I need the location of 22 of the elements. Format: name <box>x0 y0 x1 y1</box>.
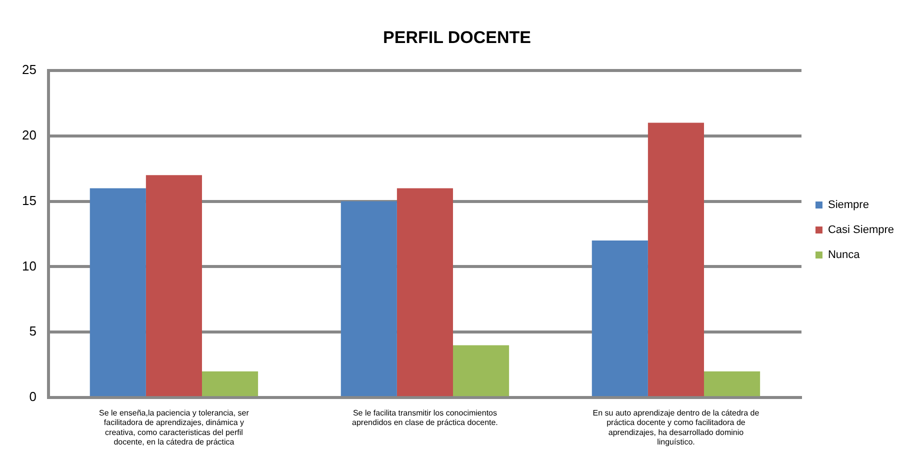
bar <box>146 175 202 396</box>
y-tick-label: 20 <box>22 127 36 142</box>
y-tick-label: 15 <box>22 192 36 208</box>
bar <box>648 122 704 396</box>
legend-label: Siempre <box>828 199 869 212</box>
bar <box>396 188 453 396</box>
legend-label: Nunca <box>828 249 861 262</box>
bar <box>453 345 510 396</box>
bar <box>202 371 258 396</box>
x-tick-label: Se le facilita transmitir los conocimientos aprendidos en clase de práctica docente. <box>352 408 498 428</box>
bar <box>592 240 648 396</box>
x-tick-label: Se le enseña,la paciencia y tolerancia, ser facilitadora de aprendizajes, dinámica y creativa, como caracteristicas del perfil docente, en la cátedra de práctica <box>99 408 250 446</box>
y-tick-label: 5 <box>29 324 36 339</box>
chart-title: PERFIL DOCENTE <box>383 28 531 47</box>
legend-label: Casi Siempre <box>828 224 894 236</box>
y-tick-label: 0 <box>29 389 36 404</box>
y-tick-label: 25 <box>22 62 36 77</box>
bar <box>90 188 146 396</box>
bar <box>704 371 760 396</box>
x-tick-label: En su auto aprendizaje dentro de la cátedra de práctica docente y como facilitadora de aprendizajes, ha desarrollado dominio linguístico. <box>592 408 760 446</box>
y-tick-label: 10 <box>22 258 36 274</box>
bar <box>340 201 397 396</box>
